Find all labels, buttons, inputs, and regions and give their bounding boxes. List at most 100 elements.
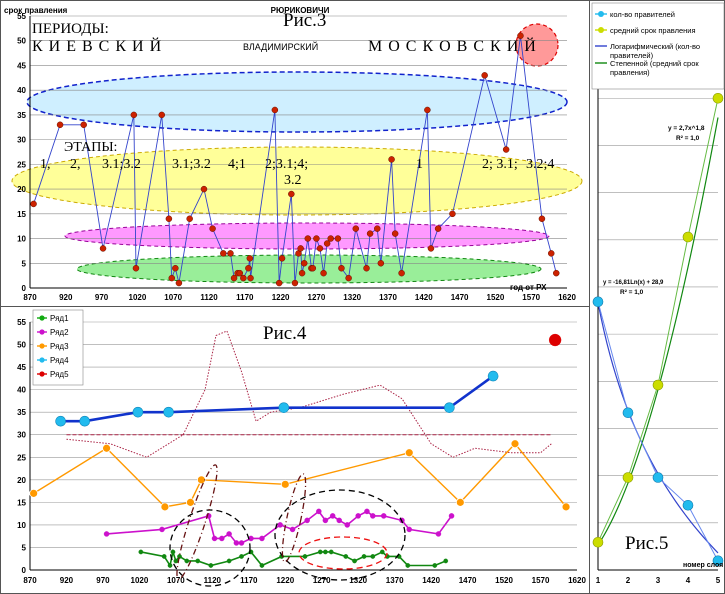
fig4-y-tick: 5 [22,543,27,552]
fig3-ellipse-yellow [11,146,583,216]
fig3-x-tick: 920 [59,293,73,302]
fig3-y-tick: 20 [17,185,26,194]
fig3-data-point [245,264,252,272]
fig4-legend-swatch-dot [39,315,45,321]
fig3-period-kiev: К И Е В С К И Й [32,36,162,55]
fig3-x-tick: 1270 [308,293,326,302]
fig4-y-tick: 20 [17,476,26,485]
fig5-point-rulers [622,407,634,419]
fig4-point-1 [443,558,449,564]
fig4-legend-label: Ряд4 [50,356,69,365]
fig3-y-tick: 5 [22,259,27,268]
fig5-x-tick: 4 [686,576,691,585]
fig4-ellipse-black-1 [169,509,251,587]
fig4-point-3 [102,443,111,453]
fig3-periods-label: ПЕРИОДЫ: [32,21,109,37]
fig3-x-tick: 1420 [415,293,433,302]
fig4-point-2 [322,517,329,524]
fig3-stage-label: 3.2 [284,173,302,188]
fig4-point-2 [103,531,110,537]
fig4-x-tick: 870 [23,576,37,585]
fig3-x-tick: 1620 [558,293,576,302]
fig4-y-tick: 45 [17,363,26,372]
fig4-point-1 [317,549,323,555]
fig3-stage-label: 2, [70,157,81,172]
fig3-data-point [377,260,385,267]
fig4-point-2 [211,535,218,542]
fig3-data-point [230,274,238,282]
fig5-legend-label: Логарифмический (кол-во правителей) [610,42,700,60]
fig5-legend-label: средний срок правления [610,26,696,35]
fig4-y-tick: 25 [17,453,26,462]
fig5-legend-box [591,2,725,90]
fig5-point-avg-term [652,379,664,391]
fig3-data-point [449,210,456,218]
fig5-point-avg-term [682,231,694,243]
fig4-series-line-3 [33,442,567,508]
fig4-y-tick: 50 [17,341,26,350]
fig5-x-tick: 5 [716,576,721,585]
fig4-point-2 [435,531,442,537]
fig3-y-tick: 0 [22,284,27,293]
fig4-point-2 [219,535,225,542]
fig3-period-mosk: М О С К О В С К И Й [368,36,537,55]
fig5-legend-swatch-dot [598,11,604,17]
fig3-x-label: год от РХ [510,283,547,292]
fig3-data-point [327,235,334,242]
fig3-data-point [502,146,510,153]
fig4-y-tick: 40 [17,386,26,395]
fig3-data-point [345,274,352,282]
fig4-point-2 [329,513,336,519]
fig3-data-point [517,32,524,40]
fig5-series-line-1 [597,301,719,561]
fig4-point-2 [304,517,310,524]
fig3-data-point [175,279,183,287]
fig3-x-tick: 1570 [522,293,540,302]
fig5-chart: 1 2 3 4 5 кол-во правителей средний срок правл… [591,2,725,585]
fig5-x-tick: 2 [626,576,631,585]
fig3-y-tick: 40 [17,86,26,95]
fig4-y-tick: 30 [17,431,26,440]
fig4-point-1 [138,549,144,555]
fig3-x-tick: 1070 [164,293,182,302]
fig4-point-1 [302,554,308,559]
fig3-y-tick: 55 [17,12,26,21]
fig4-point-2 [406,526,413,533]
fig4-x-tick: 1620 [568,576,586,585]
fig3-data-point [374,225,381,232]
fig4-x-tick: 970 [96,576,110,585]
fig3-data-point [391,230,399,237]
fig4-y-tick: 10 [17,521,26,530]
fig3-stage-label: 3.1;3.2 [102,157,141,172]
fig4-x-tick: 1420 [422,576,440,585]
fig4-point-1 [361,554,367,559]
fig5-x-label: номер слоя [683,562,723,569]
fig3-data-point [481,72,488,79]
fig4-series-line-1 [140,548,447,568]
fig4-point-4 [55,415,66,427]
fig4-point-2 [344,522,351,528]
fig4-point-3 [186,497,195,507]
fig4-point-1 [328,549,334,555]
fig3-data-point [298,269,306,277]
fig3-data-point [434,225,442,232]
fig4-legend-swatch-dot [39,343,45,349]
fig3-title: РЮРИКОВИЧИ [271,6,330,15]
fig4-legend-swatch-dot [39,357,45,363]
fig3-stage-label: 3.2;4 [526,157,554,172]
fig4-x-tick: 1070 [167,576,185,585]
fig4-legend-label: Ряд3 [50,342,69,351]
fig4-point-1 [323,549,328,555]
fig4-point-1 [170,549,176,555]
fig5-r2-log: R² = 1,0 [620,289,644,296]
fig3-data-point [132,264,140,272]
fig4-y-tick: 15 [17,498,26,507]
fig3-data-point [304,235,312,242]
fig3-x-tick: 1470 [451,293,469,302]
fig3-y-tick: 35 [17,111,26,120]
fig4-point-2 [364,508,370,515]
fig3-data-point [313,235,320,242]
fig3-period-vlad: ВЛАДИМИРСКИЙ [243,41,318,52]
